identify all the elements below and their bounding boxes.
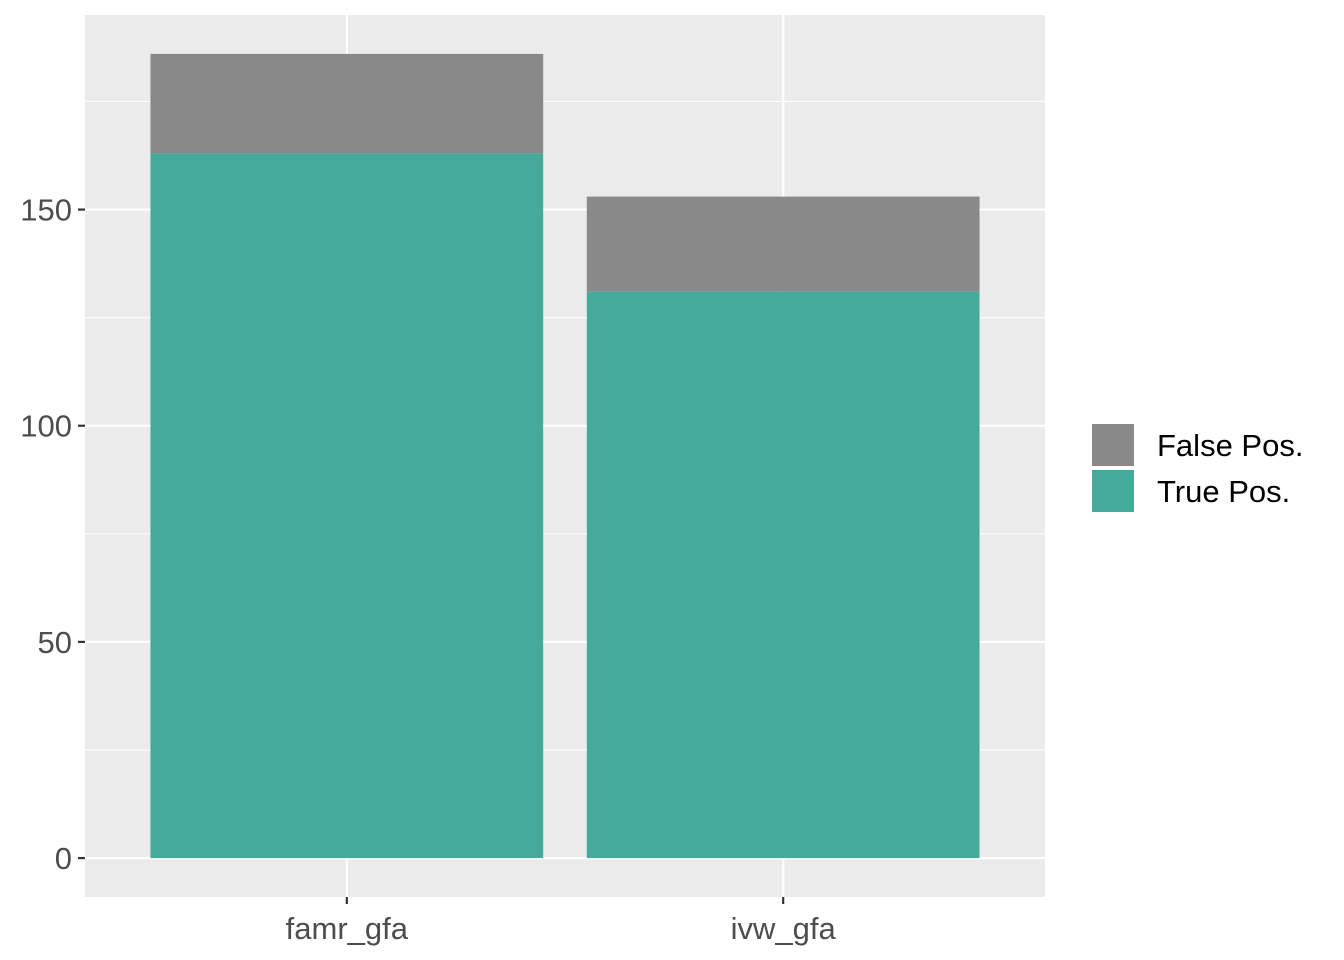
y-tick-label: 100 (20, 409, 72, 444)
legend-key-false-pos (1090, 422, 1136, 468)
y-tick-label: 0 (55, 841, 72, 876)
bar-false-pos-ivw_gfa (586, 196, 980, 292)
y-tick-label: 50 (38, 625, 72, 660)
legend-label: True Pos. (1157, 474, 1290, 509)
y-tick-label: 150 (20, 193, 72, 228)
x-tick-label: famr_gfa (286, 911, 409, 946)
bar-true-pos-famr_gfa (150, 153, 544, 859)
bar-true-pos-ivw_gfa (586, 291, 980, 859)
bars (150, 53, 980, 859)
legend: False Pos. True Pos. (1090, 422, 1303, 514)
legend-key-true-pos (1090, 468, 1136, 514)
x-tick-label: ivw_gfa (731, 911, 837, 946)
x-axis: famr_gfa ivw_gfa (286, 897, 837, 946)
y-axis: 0 50 100 150 (20, 193, 85, 876)
legend-label: False Pos. (1157, 428, 1303, 463)
bar-false-pos-famr_gfa (150, 53, 544, 154)
